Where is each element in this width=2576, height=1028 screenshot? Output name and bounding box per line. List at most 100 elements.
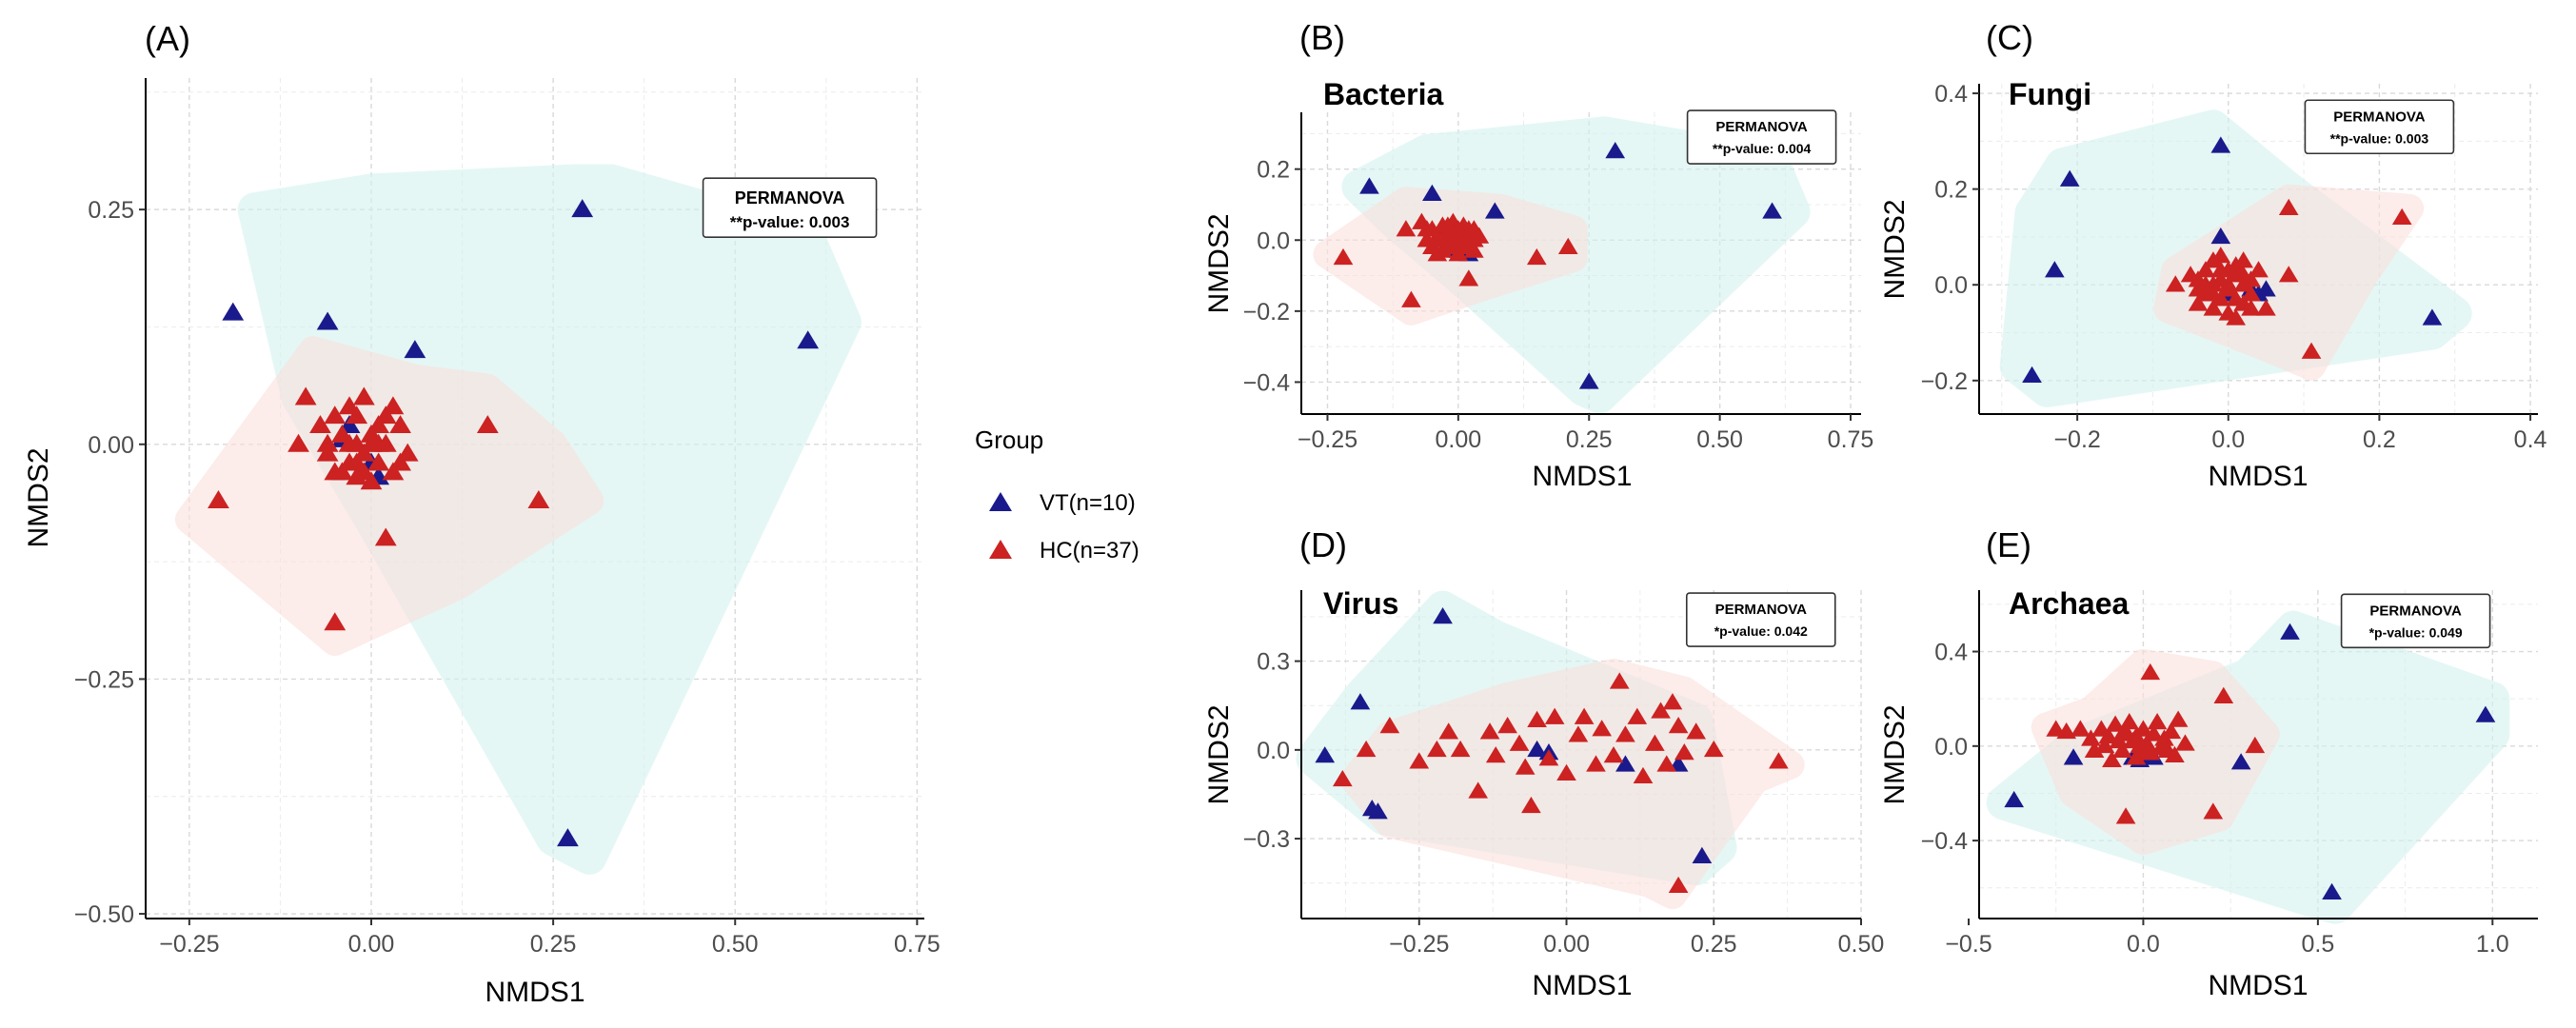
point-hc xyxy=(1458,269,1479,287)
point-vt xyxy=(1433,607,1453,624)
x-tick-label: 1.0 xyxy=(2476,931,2509,958)
permanova-box xyxy=(2340,593,2491,649)
point-hc xyxy=(2056,722,2077,740)
point-hc xyxy=(1379,717,1400,734)
permanova-box xyxy=(1686,109,1837,165)
point-hc xyxy=(1662,693,1683,710)
point-hc xyxy=(2301,342,2322,359)
point-hc xyxy=(2165,275,2186,292)
point-hc xyxy=(367,433,390,452)
point-hc xyxy=(2161,722,2182,740)
permanova-pvalue: *p-value: 0.049 xyxy=(2369,624,2463,640)
point-hc xyxy=(1668,876,1689,894)
point-hc xyxy=(2119,713,2140,730)
panel-1: −0.25 0.00 0.25 0.50 0.75 −0.4 −0.2 0.0 0.2 NMDS1… xyxy=(1203,18,1873,492)
point-hc xyxy=(1627,707,1648,724)
point-hc xyxy=(2203,802,2224,820)
panel-label: (A) xyxy=(145,19,190,58)
point-hc xyxy=(331,462,353,481)
panel-0: −0.25 0.00 0.25 0.50 0.75 −0.50 −0.25 0.00 0.25 N… xyxy=(23,19,941,1008)
legend: Group VT(n=10) HC(n=37) xyxy=(975,425,1139,563)
panel-subtitle: Bacteria xyxy=(1323,77,1444,111)
point-hc xyxy=(2249,261,2269,278)
point-hc xyxy=(1686,722,1707,740)
point-hc xyxy=(2112,741,2132,759)
panel-subtitle: Archaea xyxy=(2009,586,2130,621)
point-hc xyxy=(2391,208,2412,226)
y-axis-title: NMDS2 xyxy=(1879,704,1911,804)
point-hc xyxy=(2188,270,2209,287)
y-tick-label: −0.25 xyxy=(74,666,134,693)
point-hc xyxy=(2233,266,2253,283)
point-hc xyxy=(2168,710,2189,727)
x-axis-title: NMDS1 xyxy=(2208,970,2308,1001)
permanova-title: PERMANOVA xyxy=(1715,119,1808,135)
point-hc xyxy=(1450,740,1471,758)
point-vt xyxy=(1359,177,1379,194)
point-hc xyxy=(2098,726,2119,744)
point-hc xyxy=(316,443,339,462)
x-tick-label: 0.4 xyxy=(2514,426,2547,453)
point-vt xyxy=(1615,755,1635,772)
point-hc xyxy=(324,612,347,631)
point-hc xyxy=(287,433,309,452)
point-hc xyxy=(389,452,411,471)
point-hc xyxy=(2203,285,2224,302)
point-vt xyxy=(1692,846,1713,863)
point-hc xyxy=(1615,725,1635,742)
panel-4: −0.5 0.0 0.5 1.0 −0.4 0.0 0.4 NMDS1 NMDS2 (E) Arch… xyxy=(1879,525,2538,1001)
point-hc xyxy=(2102,750,2122,767)
point-hc xyxy=(346,405,368,425)
point-hc xyxy=(2081,729,2101,746)
legend-hc-triangle-icon xyxy=(989,540,1012,559)
point-hc xyxy=(382,396,405,415)
x-tick-label: 0.00 xyxy=(1543,931,1590,958)
x-tick-label: 0.5 xyxy=(2301,931,2334,958)
point-hc xyxy=(367,415,390,434)
point-hc xyxy=(476,415,499,434)
point-hc xyxy=(2112,724,2132,741)
point-hc xyxy=(2203,299,2224,316)
permanova-box xyxy=(1685,592,1836,647)
permanova-title: PERMANOVA xyxy=(2333,109,2426,125)
point-vt xyxy=(222,302,245,321)
point-hc xyxy=(2188,294,2209,311)
point-hc xyxy=(2278,266,2299,283)
y-tick-label: 0.2 xyxy=(1257,157,1290,184)
y-tick-label: 0.4 xyxy=(1934,640,1968,666)
x-tick-label: 0.75 xyxy=(894,931,941,958)
x-tick-label: 0.50 xyxy=(1696,426,1743,453)
point-hc xyxy=(2115,807,2136,824)
point-hc xyxy=(1468,781,1489,799)
permanova-box xyxy=(702,177,878,238)
point-vt xyxy=(1315,746,1336,763)
point-hc xyxy=(338,433,361,452)
point-hc xyxy=(1557,237,1578,254)
point-hc xyxy=(1769,752,1789,769)
permanova-title: PERMANOVA xyxy=(735,188,845,208)
point-hc xyxy=(1427,740,1447,758)
permanova-pvalue: **p-value: 0.003 xyxy=(730,213,850,231)
point-hc xyxy=(1668,717,1689,734)
y-tick-label: 0.2 xyxy=(1934,177,1968,204)
x-tick-label: 0.00 xyxy=(1436,426,1482,453)
panel-2: −0.2 0.0 0.2 0.4 −0.2 0.0 0.2 0.4 NMDS1 NMDS2 (C) F… xyxy=(1879,18,2547,492)
point-vt xyxy=(1527,740,1547,758)
point-vt xyxy=(2322,882,2342,900)
point-hc xyxy=(1592,720,1612,737)
point-hc xyxy=(1609,672,1630,689)
point-hc xyxy=(324,405,347,425)
point-hc xyxy=(1356,740,1377,758)
point-hc xyxy=(374,527,397,546)
point-hc xyxy=(346,466,368,485)
y-tick-label: −0.2 xyxy=(1243,299,1290,326)
point-hc xyxy=(382,462,405,481)
legend-hc-label: HC(n=37) xyxy=(1040,538,1139,563)
point-hc xyxy=(2105,715,2126,732)
point-hc xyxy=(1409,752,1430,769)
point-hc xyxy=(1574,707,1595,724)
y-axis-title: NMDS2 xyxy=(1203,704,1235,804)
point-vt xyxy=(557,828,579,847)
y-tick-label: −0.4 xyxy=(1243,369,1290,396)
